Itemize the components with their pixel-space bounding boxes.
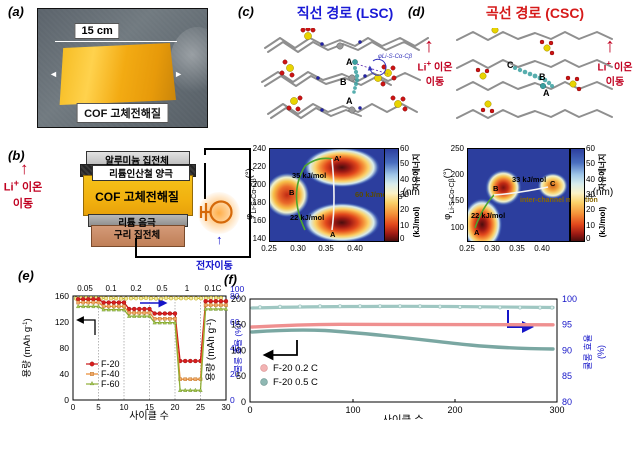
svg-text:0: 0 xyxy=(247,405,252,415)
svg-text:10: 10 xyxy=(586,221,595,230)
svg-text:40: 40 xyxy=(586,175,595,184)
svg-text:0: 0 xyxy=(586,234,591,243)
svg-text:20: 20 xyxy=(586,205,595,214)
svg-text:100: 100 xyxy=(345,405,360,415)
svg-text:80: 80 xyxy=(562,397,572,407)
svg-text:0: 0 xyxy=(241,397,246,407)
svg-text:자유에너지: 자유에너지 xyxy=(597,154,607,191)
svg-text:50: 50 xyxy=(586,159,595,168)
svg-text:200: 200 xyxy=(447,405,462,415)
svg-text:용량 (mAh g-1): 용량 (mAh g-1) xyxy=(205,319,217,382)
svg-text:100: 100 xyxy=(231,346,246,356)
svg-text:F-20 0.2 C: F-20 0.2 C xyxy=(273,363,318,374)
svg-text:200: 200 xyxy=(231,294,246,304)
svg-text:F-20 0.5 C: F-20 0.5 C xyxy=(273,377,318,388)
svg-text:쿨롱 효율: 쿨롱 효율 xyxy=(583,334,593,370)
svg-text:(%): (%) xyxy=(596,345,606,359)
svg-text:95: 95 xyxy=(562,320,572,330)
svg-text:50: 50 xyxy=(236,371,246,381)
svg-text:90: 90 xyxy=(562,346,572,356)
svg-text:85: 85 xyxy=(562,371,572,381)
svg-text:30: 30 xyxy=(586,190,595,199)
svg-text:(kJ/mol): (kJ/mol) xyxy=(598,206,607,237)
svg-text:150: 150 xyxy=(231,320,246,330)
svg-text:60: 60 xyxy=(586,144,595,153)
svg-text:100: 100 xyxy=(562,294,577,304)
svg-text:사이클 수: 사이클 수 xyxy=(382,414,424,420)
